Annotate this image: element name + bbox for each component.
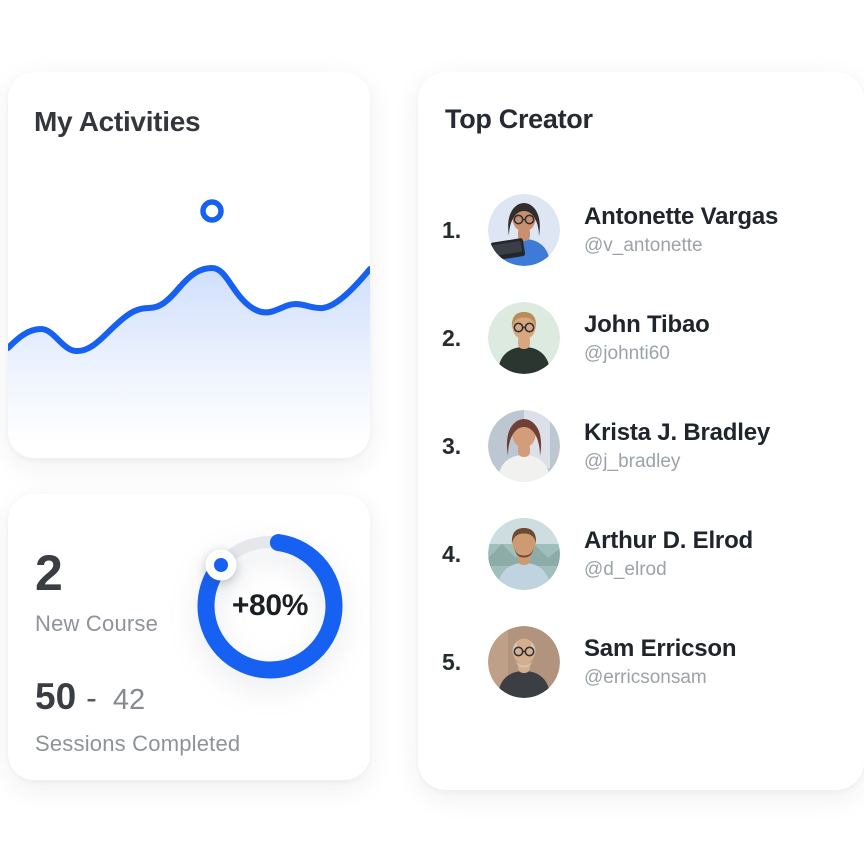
new-course-count: 2 bbox=[35, 545, 63, 601]
creator-avatar[interactable] bbox=[488, 302, 560, 374]
progress-ring bbox=[197, 533, 343, 679]
sessions-label: Sessions Completed bbox=[35, 731, 241, 756]
creator-handle: @d_elrod bbox=[584, 559, 667, 581]
creator-rank: 4. bbox=[442, 540, 462, 567]
creator-avatar[interactable] bbox=[488, 194, 560, 266]
creator-avatar[interactable] bbox=[488, 410, 560, 482]
top-creator-title: Top Creator bbox=[445, 104, 593, 134]
sessions-completed-value: 50 bbox=[35, 676, 77, 717]
chart-marker-point[interactable] bbox=[200, 199, 224, 223]
top-creator-card: Top Creator 1. bbox=[418, 72, 864, 790]
chart-line bbox=[8, 265, 370, 354]
activities-card: My Activities bbox=[8, 72, 370, 458]
course-stats-card: 2 New Course 50 - 42 Sessions Completed … bbox=[8, 494, 370, 780]
chart-area-fill bbox=[8, 268, 370, 458]
creator-row-arthur-elrod[interactable]: 4. Arthur D. Elrod @d_elrod bbox=[442, 518, 844, 590]
creator-avatar[interactable] bbox=[488, 518, 560, 590]
sessions-total-value: 42 bbox=[112, 684, 146, 716]
creator-handle: @erricsonsam bbox=[584, 667, 707, 689]
creator-row-krista-bradley[interactable]: 3. Krista J. Bradley @j_bradley bbox=[442, 410, 844, 482]
creator-row-sam-erricson[interactable]: 5. Sam Erricson @erricso bbox=[442, 626, 844, 698]
progress-percentage: +80% bbox=[231, 589, 309, 622]
new-course-label: New Course bbox=[35, 611, 159, 636]
creator-rank: 5. bbox=[442, 648, 462, 675]
creator-name: Sam Erricson bbox=[584, 634, 737, 662]
glasses-icon bbox=[513, 322, 535, 333]
progress-ring-knob[interactable] bbox=[205, 549, 237, 581]
creator-handle: @v_antonette bbox=[584, 235, 703, 257]
creator-name: Antonette Vargas bbox=[584, 202, 779, 230]
creator-rank: 1. bbox=[442, 216, 462, 243]
activity-line-chart[interactable] bbox=[8, 158, 370, 458]
creator-handle: @j_bradley bbox=[584, 451, 681, 473]
laptop-icon bbox=[490, 238, 526, 261]
activities-title: My Activities bbox=[34, 106, 201, 137]
creator-name: Arthur D. Elrod bbox=[584, 526, 753, 554]
creator-avatar[interactable] bbox=[488, 626, 560, 698]
creator-name: John Tibao bbox=[584, 310, 710, 338]
creator-info: John Tibao @johnti60 bbox=[584, 311, 710, 365]
creator-handle: @johnti60 bbox=[584, 343, 670, 365]
glasses-icon bbox=[513, 646, 535, 657]
creator-info: Sam Erricson @erricsonsam bbox=[584, 634, 737, 689]
creator-info: Arthur D. Elrod @d_elrod bbox=[584, 527, 753, 581]
creator-row-antonette-vargas[interactable]: 1. Ant bbox=[442, 194, 844, 266]
creator-row-john-tibao[interactable]: 2. John Tibao @johnti60 bbox=[442, 302, 844, 374]
creator-rank: 2. bbox=[442, 324, 462, 351]
glasses-icon bbox=[513, 214, 535, 225]
creator-name: Krista J. Bradley bbox=[584, 418, 771, 446]
sessions-ratio: 50 - 42 bbox=[35, 676, 145, 718]
creator-rank: 3. bbox=[442, 432, 462, 459]
progress-ring-arc bbox=[197, 533, 343, 679]
creator-info: Krista J. Bradley @j_bradley bbox=[584, 419, 770, 473]
sessions-separator: - bbox=[86, 680, 97, 716]
creator-info: Antonette Vargas @v_antonette bbox=[584, 203, 778, 257]
creator-list: 1. Ant bbox=[442, 194, 844, 698]
